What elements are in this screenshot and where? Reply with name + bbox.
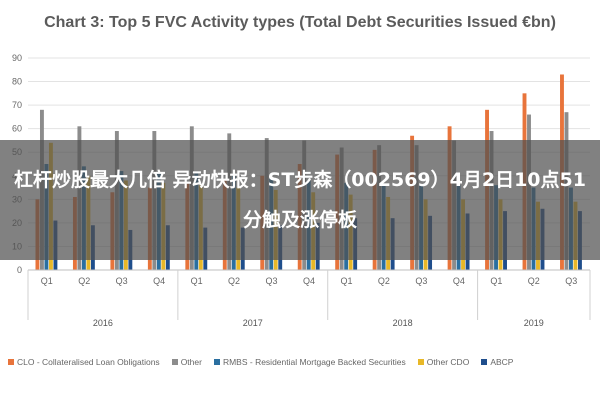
legend-item: Other	[171, 357, 202, 367]
legend-label: ABCP	[490, 357, 514, 367]
x-tick-label: Q2	[378, 276, 390, 286]
legend-swatch	[417, 359, 424, 365]
x-tick-label: Q2	[228, 276, 240, 286]
y-tick-label: 70	[12, 100, 22, 110]
year-label: 2019	[524, 318, 544, 328]
legend-item: CLO - Collateralised Loan Obligations	[8, 357, 160, 367]
headline-banner: 杠杆炒股最大几倍 异动快报：ST步森（002569）4月2日10点51分触及涨停…	[0, 140, 600, 260]
legend-item: Other CDO	[417, 357, 470, 367]
x-tick-label: Q2	[528, 276, 540, 286]
x-tick-label: Q4	[153, 276, 165, 286]
headline-text: 杠杆炒股最大几倍 异动快报：ST步森（002569）4月2日10点51分触及涨停…	[14, 169, 586, 231]
x-tick-label: Q3	[116, 276, 128, 286]
x-tick-label: Q1	[490, 276, 502, 286]
x-tick-label: Q2	[78, 276, 90, 286]
year-label: 2018	[393, 318, 413, 328]
x-tick-label: Q1	[41, 276, 53, 286]
legend-label: RMBS - Residential Mortgage Backed Secur…	[222, 357, 406, 367]
x-tick-label: Q4	[303, 276, 315, 286]
legend-item: ABCP	[481, 357, 513, 367]
x-tick-label: Q3	[415, 276, 427, 286]
year-label: 2016	[93, 318, 113, 328]
legend-swatch	[8, 359, 14, 365]
legend-label: Other CDO	[426, 357, 470, 367]
y-tick-label: 0	[17, 265, 22, 275]
legend-item: RMBS - Residential Mortgage Backed Secur…	[213, 357, 406, 367]
chart-title: Chart 3: Top 5 FVC Activity types (Total…	[44, 14, 556, 31]
x-tick-label: Q3	[266, 276, 278, 286]
legend-swatch	[213, 359, 220, 365]
x-tick-label: Q1	[191, 276, 203, 286]
legend-swatch	[481, 359, 488, 365]
chart-legend: CLO - Collateralised Loan Obligations Oth…	[8, 357, 598, 367]
y-tick-label: 80	[12, 77, 22, 87]
legend-label: CLO - Collateralised Loan Obligations	[17, 357, 160, 367]
y-tick-label: 60	[12, 124, 22, 134]
x-tick-label: Q1	[340, 276, 352, 286]
legend-swatch	[171, 359, 178, 365]
legend-label: Other	[180, 357, 202, 367]
y-tick-label: 90	[12, 53, 22, 63]
x-tick-label: Q4	[453, 276, 465, 286]
year-label: 2017	[243, 318, 263, 328]
x-tick-label: Q3	[565, 276, 577, 286]
